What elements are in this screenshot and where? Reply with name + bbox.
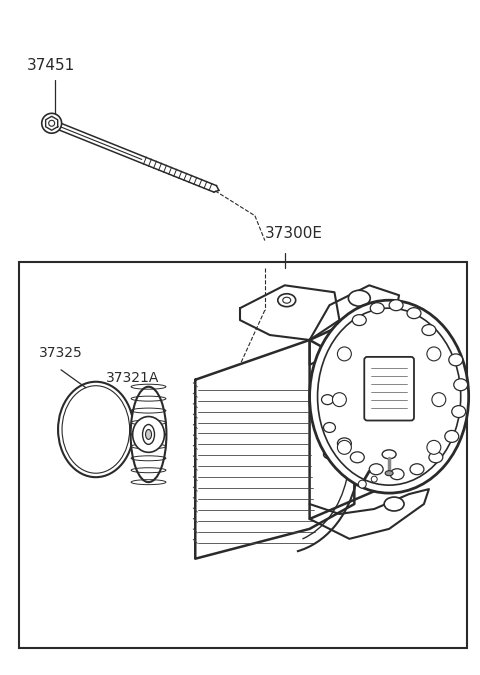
- Circle shape: [48, 120, 55, 126]
- Ellipse shape: [369, 464, 383, 475]
- Ellipse shape: [370, 302, 384, 314]
- Circle shape: [371, 476, 377, 482]
- Circle shape: [358, 480, 366, 488]
- Circle shape: [432, 393, 446, 406]
- Text: 37321A: 37321A: [106, 371, 159, 385]
- Ellipse shape: [310, 300, 468, 493]
- Ellipse shape: [382, 450, 396, 459]
- Text: 37325: 37325: [39, 346, 83, 360]
- Ellipse shape: [337, 438, 351, 449]
- Circle shape: [42, 113, 61, 133]
- Ellipse shape: [318, 308, 461, 485]
- Circle shape: [337, 440, 351, 454]
- Circle shape: [337, 347, 351, 361]
- Circle shape: [427, 347, 441, 361]
- Circle shape: [333, 393, 347, 406]
- Bar: [19, 263, 467, 648]
- Ellipse shape: [389, 300, 403, 310]
- Ellipse shape: [422, 325, 436, 335]
- Ellipse shape: [132, 416, 165, 452]
- FancyBboxPatch shape: [364, 357, 414, 421]
- Ellipse shape: [449, 354, 463, 366]
- Ellipse shape: [452, 406, 466, 418]
- Circle shape: [427, 440, 441, 454]
- Ellipse shape: [407, 308, 421, 319]
- Ellipse shape: [324, 371, 336, 379]
- Text: 37300E: 37300E: [265, 225, 323, 240]
- Ellipse shape: [454, 379, 468, 391]
- Ellipse shape: [348, 290, 370, 306]
- Ellipse shape: [352, 315, 366, 325]
- Ellipse shape: [322, 395, 334, 404]
- Ellipse shape: [324, 423, 336, 433]
- Ellipse shape: [410, 464, 424, 475]
- Ellipse shape: [390, 468, 404, 480]
- Text: 37451: 37451: [27, 57, 75, 72]
- Ellipse shape: [385, 470, 393, 476]
- Ellipse shape: [384, 497, 404, 511]
- Ellipse shape: [445, 431, 459, 442]
- Ellipse shape: [324, 450, 336, 459]
- Ellipse shape: [131, 387, 167, 482]
- Ellipse shape: [429, 452, 443, 463]
- Ellipse shape: [283, 297, 291, 303]
- Ellipse shape: [145, 429, 152, 439]
- Ellipse shape: [143, 425, 155, 444]
- Ellipse shape: [350, 452, 364, 463]
